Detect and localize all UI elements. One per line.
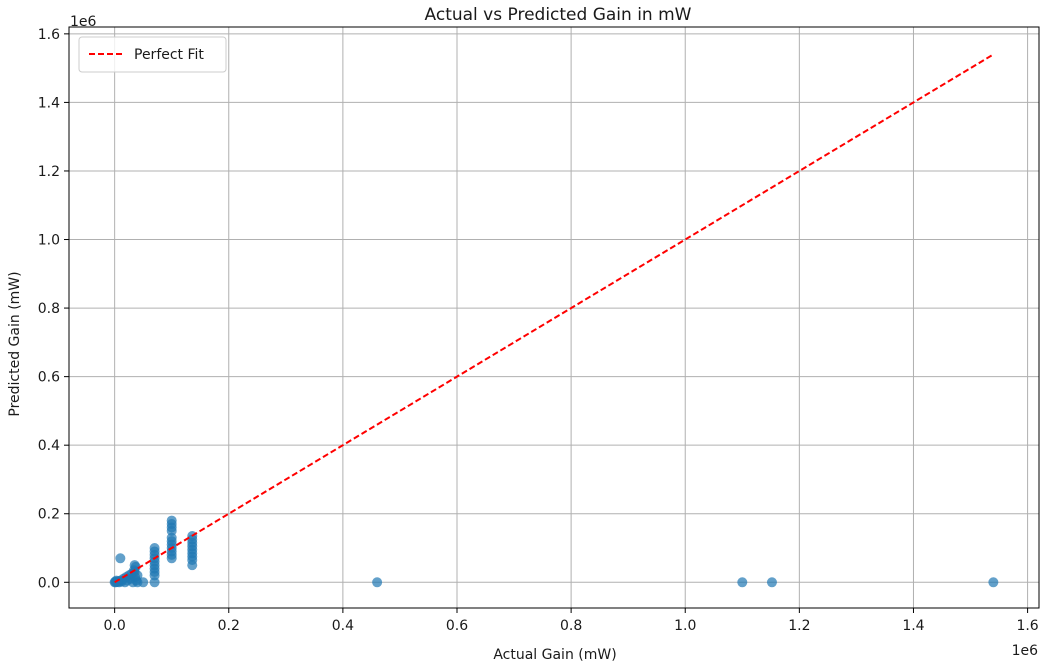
x-tick-label: 0.8 <box>560 618 582 634</box>
plot-frame <box>68 26 1040 609</box>
x-tick-label: 0.4 <box>332 618 354 634</box>
data-point <box>138 577 149 588</box>
x-tick-label: 1.6 <box>1016 618 1038 634</box>
y-offset-label: 1e6 <box>70 14 97 30</box>
legend-box <box>78 36 227 73</box>
axis-ticks: 0.0 0.2 0.4 0.6 0.8 1.0 1.2 1.4 1.6 0.0 0.2 0.4 0.6 0… <box>38 27 1039 634</box>
data-point <box>149 577 160 588</box>
legend-label-perfect-fit: Perfect Fit <box>134 47 204 63</box>
y-tick-label: 1.4 <box>38 95 60 111</box>
x-tick-label: 0.6 <box>446 618 468 634</box>
data-point <box>766 577 777 588</box>
y-tick-label: 1.0 <box>38 233 60 249</box>
x-tick-label: 1.4 <box>902 618 924 634</box>
data-point <box>988 577 999 588</box>
data-point <box>130 561 141 572</box>
y-tick-label: 1.6 <box>38 27 60 43</box>
x-tick-label: 1.0 <box>674 618 696 634</box>
x-offset-label: 1e6 <box>1012 643 1039 659</box>
y-tick-label: 0.6 <box>38 370 60 386</box>
grid <box>69 27 1039 608</box>
x-tick-label: 1.2 <box>788 618 810 634</box>
data-point <box>372 577 383 588</box>
perfect-fit-line <box>114 53 994 584</box>
data-point <box>166 532 177 543</box>
data-point <box>132 570 143 581</box>
chart-title: Actual vs Predicted Gain in mW <box>425 5 692 25</box>
data-point <box>166 515 177 526</box>
x-tick-label: 0.2 <box>218 618 240 634</box>
legend: Perfect Fit <box>78 36 227 73</box>
y-tick-label: 0.2 <box>38 507 60 523</box>
x-axis-label: Actual Gain (mW) <box>493 647 616 662</box>
x-tick-label: 0.0 <box>104 618 126 634</box>
data-point <box>115 553 126 564</box>
data-point <box>737 577 748 588</box>
y-tick-label: 1.2 <box>38 164 60 180</box>
data-point <box>149 543 160 554</box>
y-axis-label: Predicted Gain (mW) <box>7 271 23 416</box>
fit-lines <box>114 53 994 584</box>
y-tick-label: 0.0 <box>38 575 60 591</box>
y-tick-label: 0.8 <box>38 301 60 317</box>
y-tick-label: 0.4 <box>38 438 60 454</box>
data-points <box>109 515 999 588</box>
